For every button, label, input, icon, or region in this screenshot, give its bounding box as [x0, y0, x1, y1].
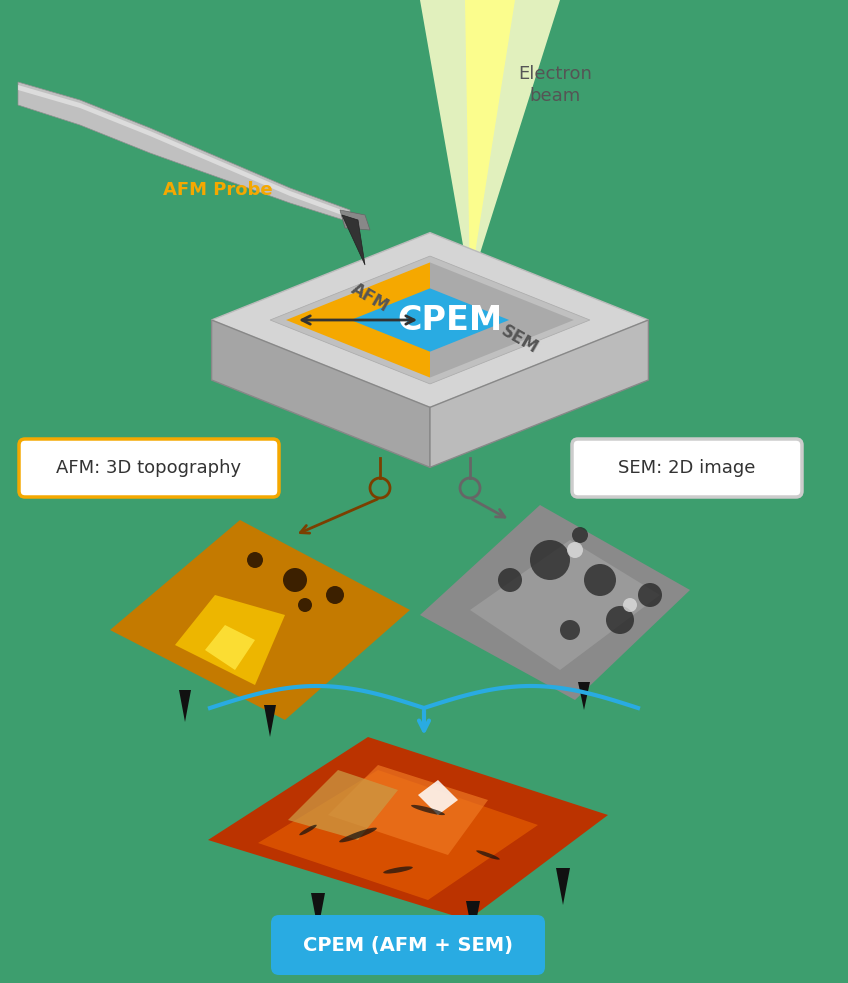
- Circle shape: [584, 564, 616, 596]
- Polygon shape: [110, 520, 410, 720]
- FancyBboxPatch shape: [572, 439, 802, 497]
- Polygon shape: [351, 288, 509, 352]
- Circle shape: [567, 542, 583, 558]
- Polygon shape: [420, 505, 690, 700]
- Ellipse shape: [299, 825, 316, 836]
- Polygon shape: [556, 868, 570, 905]
- Polygon shape: [340, 210, 370, 230]
- FancyBboxPatch shape: [271, 915, 545, 975]
- Ellipse shape: [383, 866, 413, 874]
- Text: SEM: SEM: [499, 322, 542, 358]
- Polygon shape: [466, 901, 480, 938]
- Polygon shape: [470, 540, 660, 670]
- Polygon shape: [258, 770, 538, 900]
- Polygon shape: [208, 737, 608, 920]
- Circle shape: [326, 586, 344, 604]
- Circle shape: [572, 527, 588, 543]
- Polygon shape: [212, 233, 649, 407]
- Text: CPEM (AFM + SEM): CPEM (AFM + SEM): [303, 936, 513, 954]
- Polygon shape: [175, 595, 285, 685]
- Polygon shape: [342, 215, 365, 265]
- Text: CPEM: CPEM: [398, 304, 503, 336]
- Circle shape: [623, 598, 637, 612]
- Polygon shape: [420, 0, 560, 285]
- Polygon shape: [465, 0, 515, 285]
- Circle shape: [606, 606, 634, 634]
- Polygon shape: [328, 765, 488, 855]
- Polygon shape: [264, 705, 276, 737]
- Ellipse shape: [411, 805, 445, 815]
- Text: Electron
beam: Electron beam: [518, 65, 592, 105]
- Ellipse shape: [477, 850, 499, 860]
- Polygon shape: [18, 82, 350, 222]
- Polygon shape: [311, 893, 325, 930]
- Circle shape: [247, 552, 263, 568]
- Circle shape: [638, 583, 662, 607]
- Text: SEM: 2D image: SEM: 2D image: [618, 459, 756, 477]
- Polygon shape: [205, 625, 255, 670]
- Polygon shape: [18, 85, 350, 218]
- Polygon shape: [286, 262, 430, 377]
- Circle shape: [283, 568, 307, 592]
- Text: AFM: AFM: [348, 280, 392, 316]
- Ellipse shape: [339, 828, 377, 842]
- Circle shape: [560, 620, 580, 640]
- Polygon shape: [212, 320, 430, 467]
- Circle shape: [530, 540, 570, 580]
- Polygon shape: [418, 780, 458, 815]
- Polygon shape: [578, 682, 590, 710]
- Polygon shape: [430, 320, 649, 467]
- Text: AFM Probe: AFM Probe: [163, 181, 273, 199]
- Circle shape: [498, 568, 522, 592]
- Polygon shape: [271, 256, 590, 384]
- Text: AFM: 3D topography: AFM: 3D topography: [57, 459, 242, 477]
- Polygon shape: [179, 690, 191, 722]
- Polygon shape: [430, 262, 574, 377]
- Polygon shape: [288, 770, 398, 840]
- Circle shape: [298, 598, 312, 612]
- FancyBboxPatch shape: [19, 439, 279, 497]
